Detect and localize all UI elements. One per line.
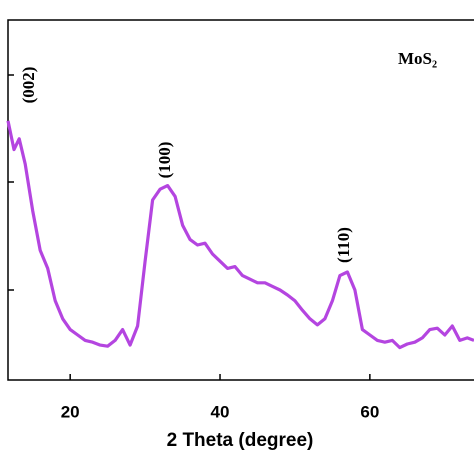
- peak-annotation: (110): [334, 227, 353, 263]
- peak-annotation: (100): [155, 142, 174, 179]
- peak-annotation: MoS₂: [398, 49, 437, 68]
- x-tick-label: 60: [360, 402, 379, 421]
- data-line: [6, 120, 474, 350]
- x-tick-label: 40: [211, 402, 230, 421]
- x-axis-title: 2 Theta (degree): [167, 430, 314, 451]
- peak-annotation: (002): [19, 67, 38, 104]
- plot-frame: [7, 19, 474, 381]
- x-tick-label: 20: [61, 402, 80, 421]
